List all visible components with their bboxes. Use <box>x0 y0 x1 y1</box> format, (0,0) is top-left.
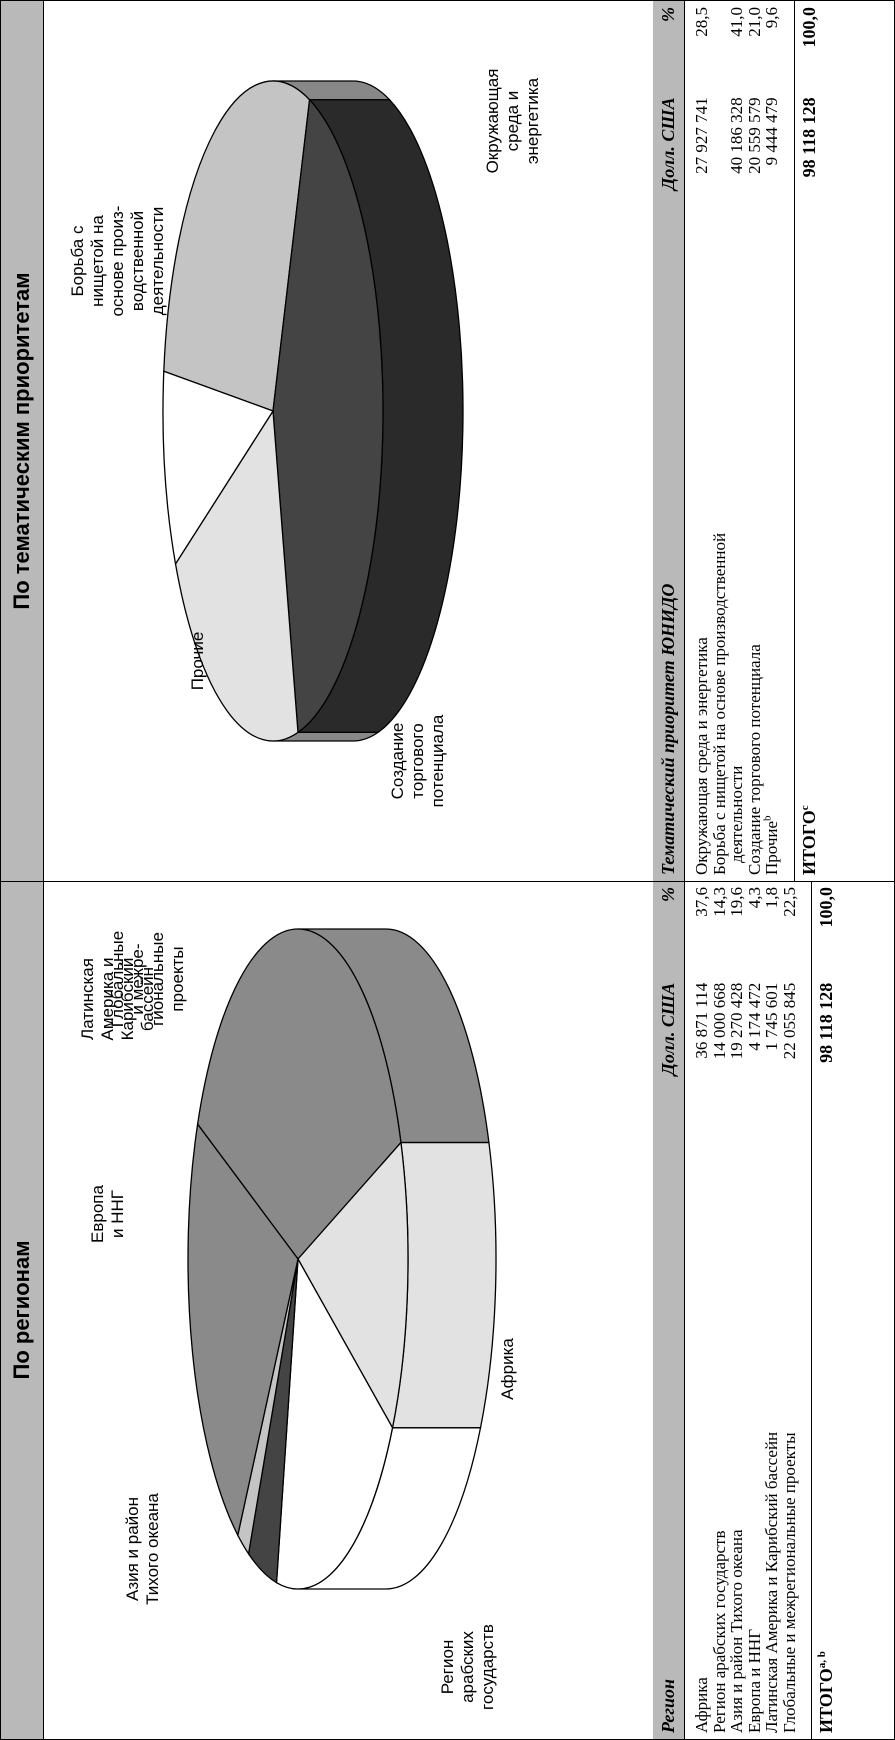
slice-label-создание-торгового-потенциала: Созданиеторговогопотенциала <box>388 714 447 807</box>
table-row: Регион арабских государств 14 000 668 14… <box>709 881 729 1739</box>
table-spacer <box>781 1 795 881</box>
total-pct: 100,0 <box>794 1 824 92</box>
row-usd: 22 055 845 <box>779 982 799 1060</box>
row-pct: 9,6 <box>762 7 781 29</box>
table-row: Окружающая среда и энергетика 27 927 741… <box>685 1 711 881</box>
regions-table-header: Регион Долл. США % <box>653 881 685 1739</box>
regions-panel: По регионам Африка Регионарабскихгосударс… <box>0 880 895 1740</box>
row-usd: 27 927 741 <box>692 97 711 174</box>
row-name-continued: деятельности <box>727 765 746 863</box>
table-row: Латинская Америка и Карибский бассейн 1 … <box>762 881 781 1739</box>
priorities-header: По тематическим приоритетам <box>1 1 44 881</box>
row-pct: 37,6 <box>692 887 711 917</box>
row-usd: 1 745 601 <box>762 982 781 1051</box>
slice-label-латинская-америка-и-карибский-бассейн: ЛатинскаяАмерика иКарибскийбассейн <box>78 958 157 1041</box>
col-region: Регион <box>653 1167 685 1739</box>
col-usd: Долл. США <box>653 91 685 272</box>
row-pct: 21,0 <box>744 7 764 37</box>
row-usd: 9 444 479 <box>762 97 781 166</box>
regions-chart: Африка Регионарабскихгосударств Азия и рай… <box>43 881 654 1739</box>
row-pct: 41,0 <box>727 7 746 37</box>
row-name: Европа и ННГ <box>744 1628 764 1733</box>
priorities-table: Тематический приоритет ЮНИДО Долл. США %… <box>653 1 824 881</box>
row-pct: 4,3 <box>744 887 764 909</box>
slice-label-окружающая-среда-и-энергетика: Окружающаясреда иэнергетика <box>483 69 542 174</box>
row-name: Азия и район Тихого океана <box>727 1529 746 1734</box>
slice-label-глобальные-и-межрегиональные-проекты: Глобальныеи межре-гиональныепроекты <box>108 931 187 1027</box>
footnote-marker: c <box>798 805 811 811</box>
row-usd: 36 871 114 <box>692 982 711 1059</box>
slice-label-регион-арабских-государств: Регионарабскихгосударств <box>438 1624 497 1710</box>
table-spacer <box>798 881 812 1739</box>
col-pct: % <box>653 1 685 92</box>
pie-slice-африка <box>196 928 402 1261</box>
total-label: ИТОГОa, b <box>811 1167 842 1739</box>
table-row: Африка 36 871 114 37,6 <box>685 881 711 1739</box>
row-name: Глобальные и межрегиональные проекты <box>779 1432 799 1733</box>
row-name: Африка <box>692 1677 711 1733</box>
total-pct: 100,0 <box>811 881 842 977</box>
priorities-total-row: ИТОГОc 98 118 128 100,0 <box>794 1 824 881</box>
table-row: Создание торгового потенциала 20 559 579… <box>744 1 764 881</box>
row-usd: 20 559 579 <box>744 97 764 174</box>
priorities-panel: По тематическим приоритетам Окружающаяср… <box>0 0 895 882</box>
pie-slice-азия-и-район-тихого-океана <box>275 1256 394 1590</box>
row-name: Создание торгового потенциала <box>744 644 764 875</box>
col-pct: % <box>653 881 685 977</box>
row-pct: 28,5 <box>692 7 711 37</box>
total-label: ИТОГОc <box>794 271 824 881</box>
regions-pie-chart: Африка Регионарабскихгосударств Азия и рай… <box>78 928 517 1710</box>
pie-sides <box>272 80 464 742</box>
pie-slice-окружающая-среда-и-энергетика <box>163 80 311 412</box>
table-row: Европа и ННГ 4 174 472 4,3 <box>744 881 764 1739</box>
slice-label-прочие: Прочие <box>188 632 207 691</box>
total-usd: 98 118 128 <box>811 976 842 1168</box>
slice-label-европа-и-ннг: Европаи ННГ <box>88 1184 127 1242</box>
pie-slice-регион-арабских-государств <box>297 1141 409 1430</box>
row-name: Прочиеb <box>761 815 781 875</box>
regions-header: По регионам <box>1 881 44 1739</box>
row-name: Латинская Америка и Карибский бассейн <box>762 1431 781 1733</box>
slice-label-африка: Африка <box>498 1338 517 1400</box>
pie-slice-создание-торгового-потенциала <box>174 409 299 742</box>
row-pct: 1,8 <box>762 887 781 909</box>
table-row: Прочиеb 9 444 479 9,6 <box>761 1 781 881</box>
row-usd: 14 000 668 <box>709 982 729 1060</box>
priorities-pie-chart: Окружающаясреда иэнергетика Борьба снищет… <box>68 69 542 808</box>
footnote-marker: b <box>761 815 774 821</box>
row-name: Борьба с нищетой на основе производствен… <box>709 532 729 875</box>
slice-label-азия-и-район-тихого-океана: Азия и районТихого океана <box>123 1493 162 1605</box>
row-name: Окружающая среда и энергетика <box>692 637 711 875</box>
priorities-table-header: Тематический приоритет ЮНИДО Долл. США % <box>653 1 685 881</box>
pie-slice-прочие <box>162 370 274 566</box>
table-row: Глобальные и межрегиональные проекты 22 … <box>779 881 799 1739</box>
pie-slice-глобальные-и-межрегиональные-проекты <box>187 1122 299 1538</box>
regions-total-row: ИТОГОa, b 98 118 128 100,0 <box>811 881 842 1739</box>
table-row: Азия и район Тихого океана 19 270 428 19… <box>727 881 746 1739</box>
row-usd: 4 174 472 <box>744 982 764 1051</box>
row-usd: 19 270 428 <box>727 982 746 1060</box>
row-pct: 14,3 <box>709 887 729 917</box>
col-usd: Долл. США <box>653 976 685 1168</box>
table-row: Борьба с нищетой на основе производствен… <box>709 1 729 881</box>
footnote-marker: a, b <box>816 1651 828 1669</box>
total-usd: 98 118 128 <box>794 91 824 272</box>
row-usd: 40 186 328 <box>727 97 746 174</box>
regions-table: Регион Долл. США % Африка 36 871 114 37,… <box>653 881 842 1739</box>
row-pct: 19,6 <box>727 887 746 917</box>
pie-slice-борьба-с-нищетой-на-основе-производственной-деятельности <box>272 98 384 734</box>
row-name: Регион арабских государств <box>709 1530 729 1733</box>
slice-label-борьба-с-нищетой-на-основе-производственной-деятельности: Борьба снищетой наоснове произ-водственн… <box>68 206 167 317</box>
table-row: деятельности 40 186 328 41,0 <box>727 1 746 881</box>
pie-sides <box>297 928 497 1590</box>
priorities-chart: Окружающаясреда иэнергетика Борьба снищет… <box>43 1 654 881</box>
col-priority: Тематический приоритет ЮНИДО <box>653 271 685 881</box>
row-pct: 22,5 <box>779 887 799 917</box>
